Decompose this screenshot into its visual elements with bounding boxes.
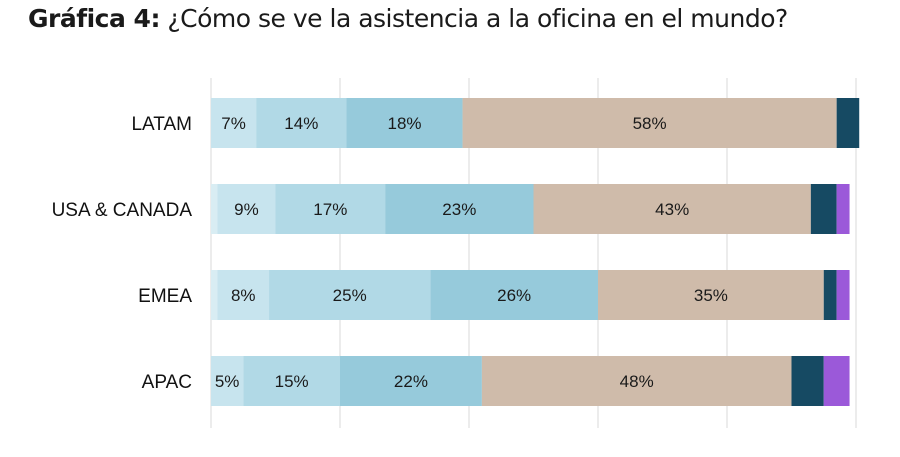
bar-segment [211, 98, 257, 148]
data-label: 26% [497, 286, 531, 305]
bar-segment [340, 356, 482, 406]
bar-segment [533, 184, 811, 234]
data-label: 23% [442, 200, 476, 219]
data-label: 25% [333, 286, 367, 305]
category-label: USA & CANADA [52, 200, 193, 221]
bar-segment [346, 98, 463, 148]
bar-segment [836, 98, 860, 148]
bar-segment [823, 270, 837, 320]
chart-title-text: ¿Cómo se ve la asistencia a la oficina e… [167, 4, 788, 33]
chart-title-prefix: Gráfica 4: [28, 4, 160, 33]
bar-segment [481, 356, 792, 406]
data-label: 7% [221, 114, 246, 133]
data-label: 15% [275, 372, 309, 391]
bar-segment [269, 270, 431, 320]
bar-segment [217, 270, 270, 320]
data-label: 58% [633, 114, 667, 133]
bar-segment [211, 270, 218, 320]
category-label: APAC [142, 372, 192, 393]
bar-segment [243, 356, 340, 406]
bar-segment [462, 98, 837, 148]
bar-segment [385, 184, 534, 234]
bar-segment [823, 356, 850, 406]
bar-segment [211, 356, 244, 406]
bar-segment [275, 184, 386, 234]
bar-segment [836, 270, 850, 320]
bar-segment [836, 184, 850, 234]
bar-segment [217, 184, 276, 234]
data-label: 9% [234, 200, 259, 219]
bar-segment [256, 98, 347, 148]
data-label: 22% [394, 372, 428, 391]
chart-title: Gráfica 4: ¿Cómo se ve la asistencia a l… [28, 4, 788, 33]
data-label: 43% [655, 200, 689, 219]
data-label: 18% [387, 114, 421, 133]
bar-segment [810, 184, 837, 234]
data-label: 5% [215, 372, 240, 391]
data-label: 17% [313, 200, 347, 219]
category-label: EMEA [138, 286, 192, 307]
category-label: LATAM [131, 114, 192, 135]
data-label: 48% [620, 372, 654, 391]
data-label: 14% [284, 114, 318, 133]
bar-segment [430, 270, 598, 320]
bar-segment [211, 184, 218, 234]
bar-segment [598, 270, 824, 320]
data-label: 8% [231, 286, 256, 305]
bar-segment [791, 356, 824, 406]
data-label: 35% [694, 286, 728, 305]
